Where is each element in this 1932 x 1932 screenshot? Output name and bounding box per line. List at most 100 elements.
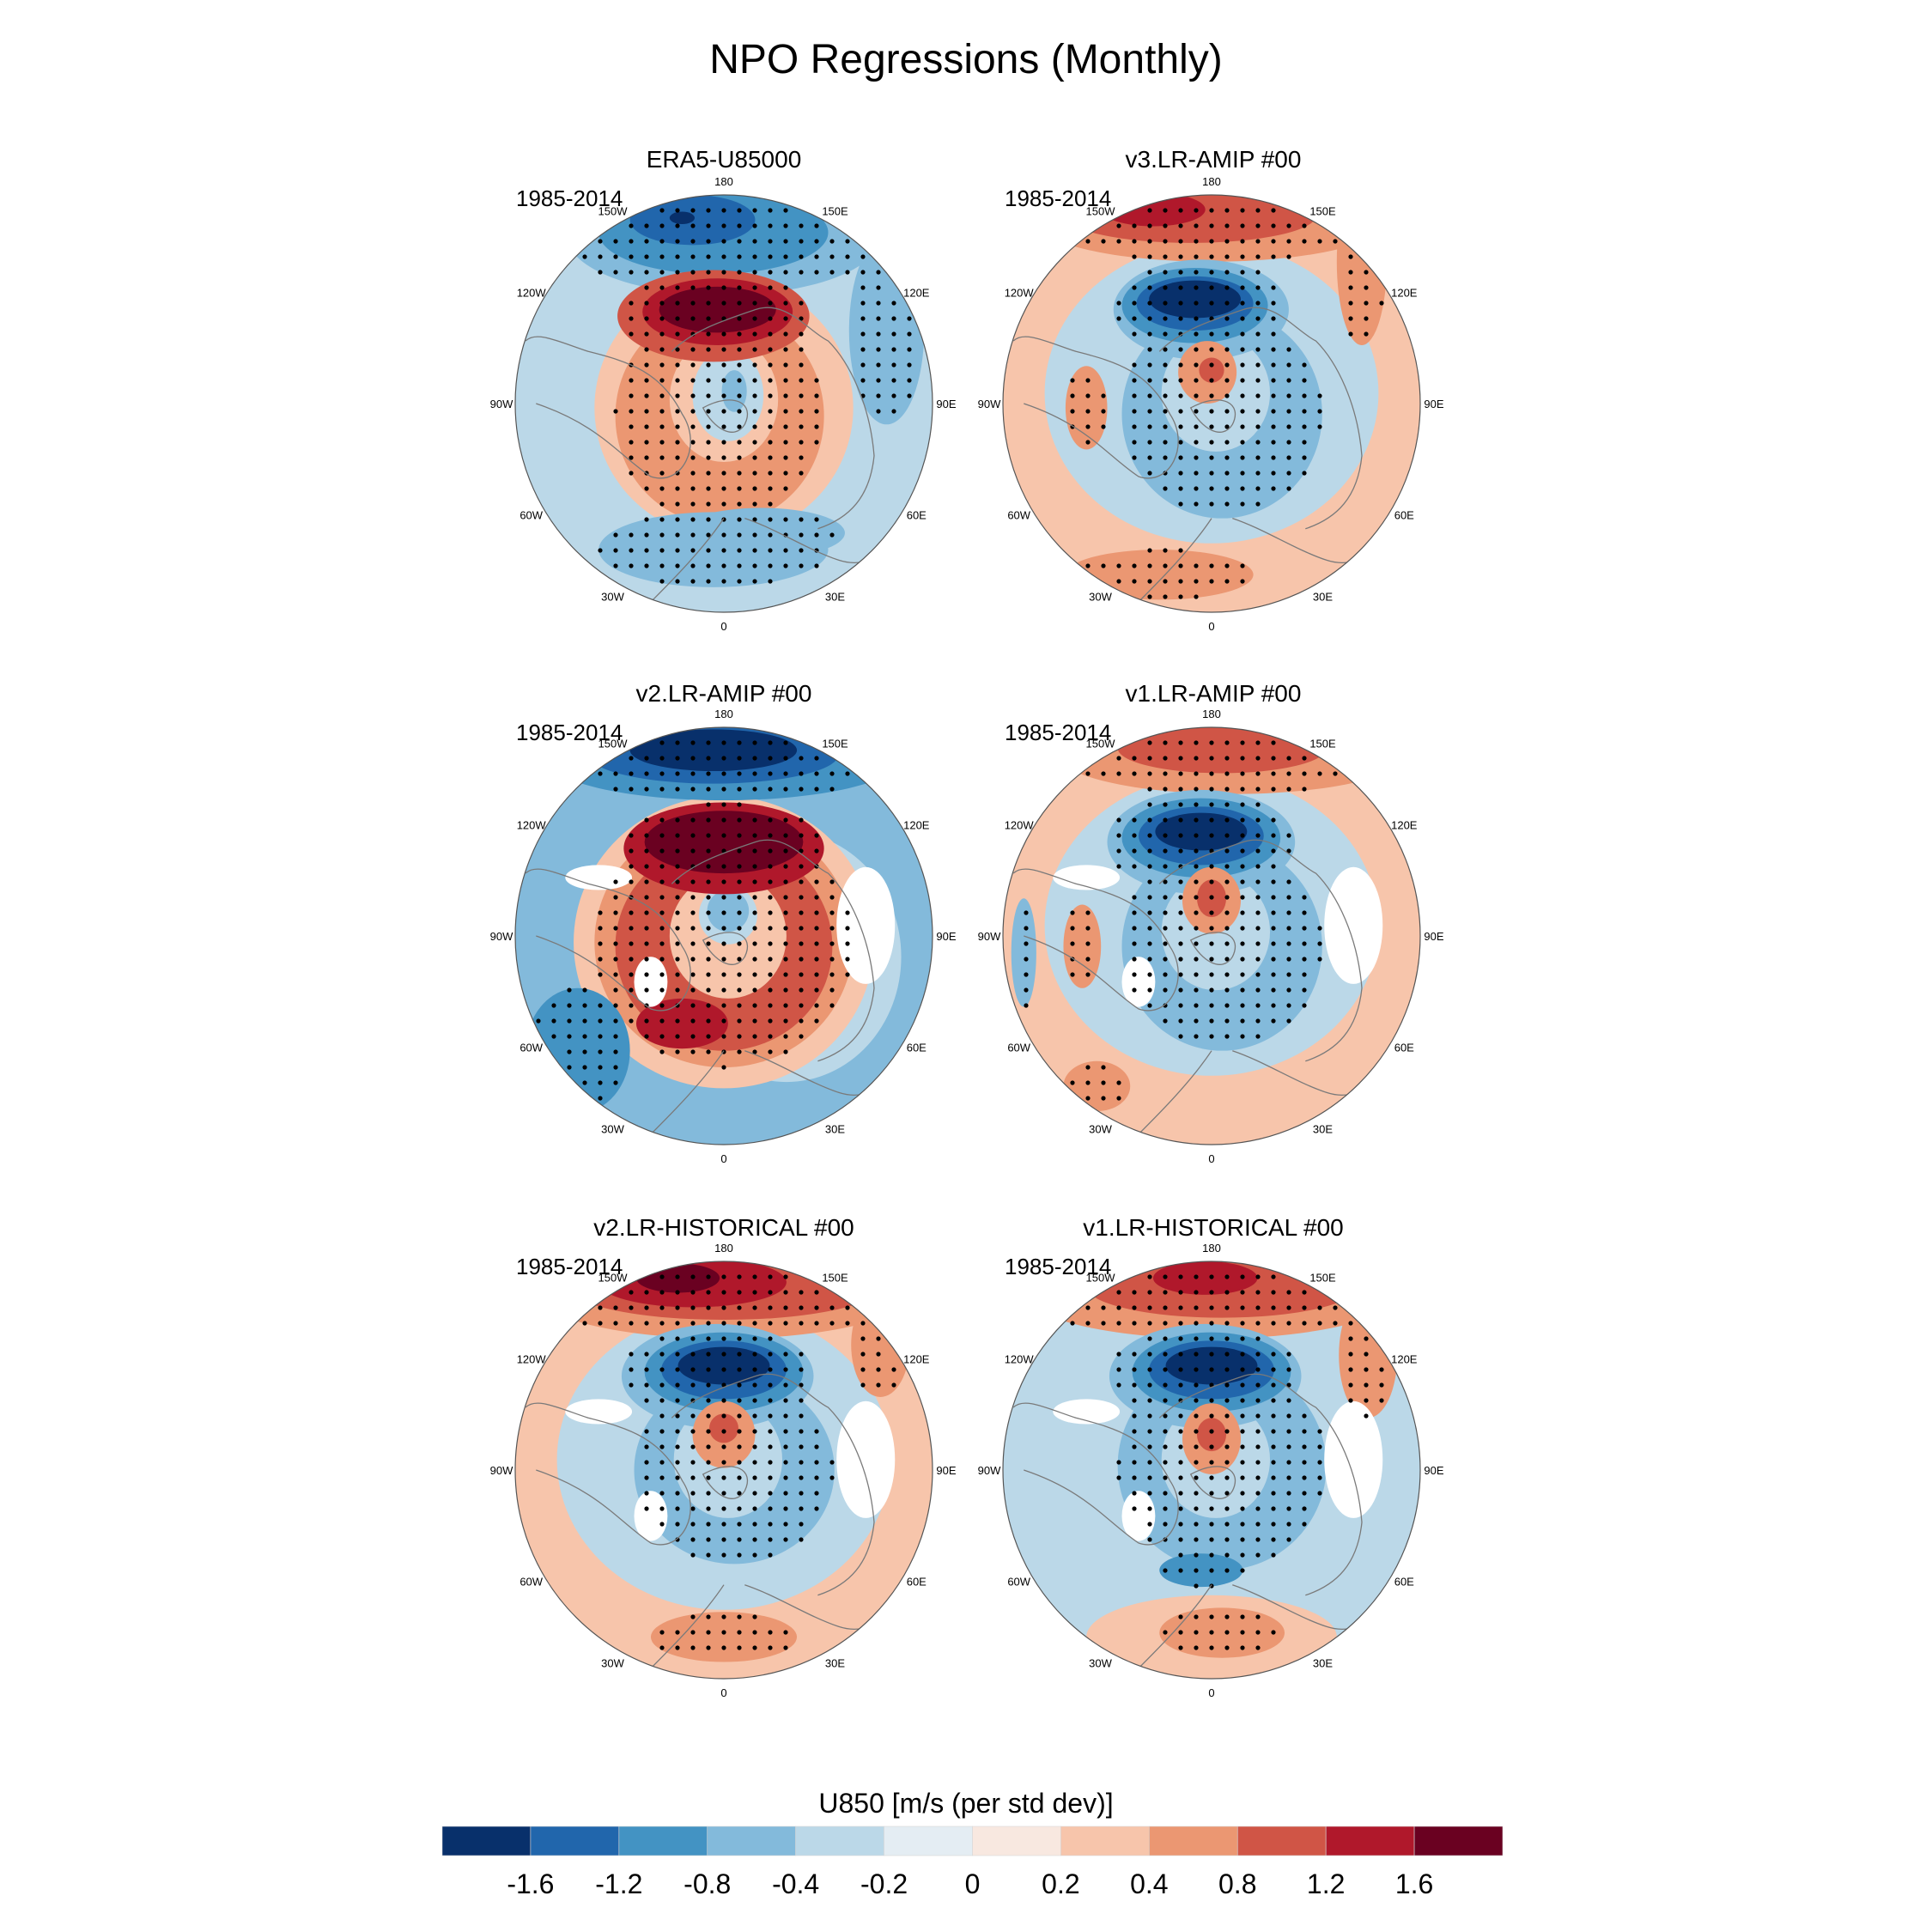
stipple-dot bbox=[1255, 1398, 1261, 1403]
stipple-dot bbox=[891, 331, 896, 337]
stipple-dot bbox=[1163, 864, 1168, 869]
stipple-dot bbox=[891, 316, 896, 321]
stipple-dot bbox=[1178, 440, 1183, 445]
stipple-dot bbox=[721, 1003, 726, 1008]
colorbar-swatch bbox=[707, 1826, 796, 1856]
stipple-dot bbox=[1178, 1018, 1183, 1024]
stipple-dot bbox=[629, 239, 634, 244]
stipple-dot bbox=[721, 471, 726, 476]
stipple-dot bbox=[783, 1367, 788, 1372]
stipple-dot bbox=[1132, 362, 1137, 368]
stipple-dot bbox=[721, 817, 726, 823]
stipple-dot bbox=[1271, 208, 1276, 213]
stipple-dot bbox=[1178, 1614, 1183, 1619]
stipple-dot bbox=[860, 378, 866, 383]
stipple-dot bbox=[1240, 270, 1245, 275]
stipple-dot bbox=[1178, 879, 1183, 884]
stipple-dot bbox=[1209, 378, 1214, 383]
stipple-dot bbox=[659, 1506, 665, 1511]
stipple-dot bbox=[752, 1003, 757, 1008]
stipple-dot bbox=[737, 393, 742, 398]
stipple-dot bbox=[1255, 864, 1261, 869]
stipple-dot bbox=[1224, 1444, 1230, 1449]
stipple-dot bbox=[907, 378, 912, 383]
stipple-dot bbox=[706, 254, 711, 259]
stipple-dot bbox=[629, 910, 634, 915]
stipple-dot bbox=[1132, 972, 1137, 977]
stipple-dot bbox=[752, 1352, 757, 1357]
contour-region bbox=[1155, 812, 1248, 851]
stipple-dot bbox=[783, 1049, 788, 1054]
stipple-dot bbox=[1163, 848, 1168, 854]
stipple-dot bbox=[814, 848, 819, 854]
stipple-dot bbox=[1240, 501, 1245, 507]
stipple-dot bbox=[1224, 347, 1230, 352]
stipple-dot bbox=[1302, 223, 1307, 228]
stipple-dot bbox=[768, 501, 773, 507]
longitude-label: 60E bbox=[1394, 509, 1414, 522]
stipple-dot bbox=[629, 1305, 634, 1310]
stipple-dot bbox=[567, 1065, 572, 1070]
stipple-dot bbox=[690, 223, 696, 228]
stipple-dot bbox=[829, 532, 835, 538]
significance-stipple bbox=[1070, 1274, 1384, 1650]
stipple-dot bbox=[598, 1096, 603, 1101]
stipple-dot bbox=[1364, 270, 1369, 275]
stipple-dot bbox=[876, 409, 881, 414]
stipple-dot bbox=[629, 1352, 634, 1357]
stipple-dot bbox=[1085, 563, 1091, 568]
stipple-dot bbox=[1255, 910, 1261, 915]
stipple-dot bbox=[644, 957, 649, 962]
longitude-label: 0 bbox=[1208, 1686, 1214, 1699]
stipple-dot bbox=[752, 409, 757, 414]
stipple-dot bbox=[659, 301, 665, 306]
stipple-dot bbox=[1178, 239, 1183, 244]
stipple-dot bbox=[706, 756, 711, 761]
stipple-dot bbox=[1286, 254, 1291, 259]
stipple-dot bbox=[1286, 910, 1291, 915]
coastline bbox=[1138, 1050, 1212, 1135]
stipple-dot bbox=[737, 548, 742, 553]
stipple-dot bbox=[598, 771, 603, 776]
stipple-dot bbox=[1224, 486, 1230, 491]
stipple-dot bbox=[1286, 393, 1291, 398]
stipple-dot bbox=[690, 771, 696, 776]
stipple-dot bbox=[675, 957, 680, 962]
stipple-dot bbox=[1163, 1522, 1168, 1527]
stipple-dot bbox=[1024, 941, 1029, 946]
stipple-dot bbox=[721, 1290, 726, 1295]
stipple-dot bbox=[675, 1290, 680, 1295]
stipple-dot bbox=[675, 1336, 680, 1341]
stipple-dot bbox=[907, 331, 912, 337]
stipple-dot bbox=[675, 1506, 680, 1511]
stipple-dot bbox=[1194, 1018, 1199, 1024]
stipple-dot bbox=[721, 756, 726, 761]
stipple-dot bbox=[752, 1614, 757, 1619]
stipple-dot bbox=[675, 362, 680, 368]
stipple-dot bbox=[768, 926, 773, 931]
stipple-dot bbox=[737, 802, 742, 807]
stipple-dot bbox=[799, 548, 804, 553]
stipple-dot bbox=[1286, 879, 1291, 884]
stipple-dot bbox=[1178, 910, 1183, 915]
stipple-dot bbox=[706, 740, 711, 745]
stipple-dot bbox=[1302, 926, 1307, 931]
stipple-dot bbox=[644, 926, 649, 931]
map-boundary bbox=[1002, 726, 1421, 1145]
stipple-dot bbox=[644, 362, 649, 368]
stipple-dot bbox=[721, 787, 726, 792]
stipple-dot bbox=[1147, 1321, 1152, 1326]
stipple-dot bbox=[1116, 1305, 1121, 1310]
stipple-dot bbox=[675, 1018, 680, 1024]
stipple-dot bbox=[1255, 393, 1261, 398]
stipple-dot bbox=[1147, 424, 1152, 429]
stipple-dot bbox=[768, 409, 773, 414]
stipple-dot bbox=[1240, 1506, 1245, 1511]
stipple-dot bbox=[1209, 579, 1214, 584]
stipple-dot bbox=[814, 517, 819, 522]
stipple-dot bbox=[1194, 879, 1199, 884]
stipple-dot bbox=[644, 254, 649, 259]
stipple-dot bbox=[768, 1413, 773, 1419]
colorbar-tick-label: 1.2 bbox=[1306, 1868, 1346, 1899]
stipple-dot bbox=[1255, 1321, 1261, 1326]
